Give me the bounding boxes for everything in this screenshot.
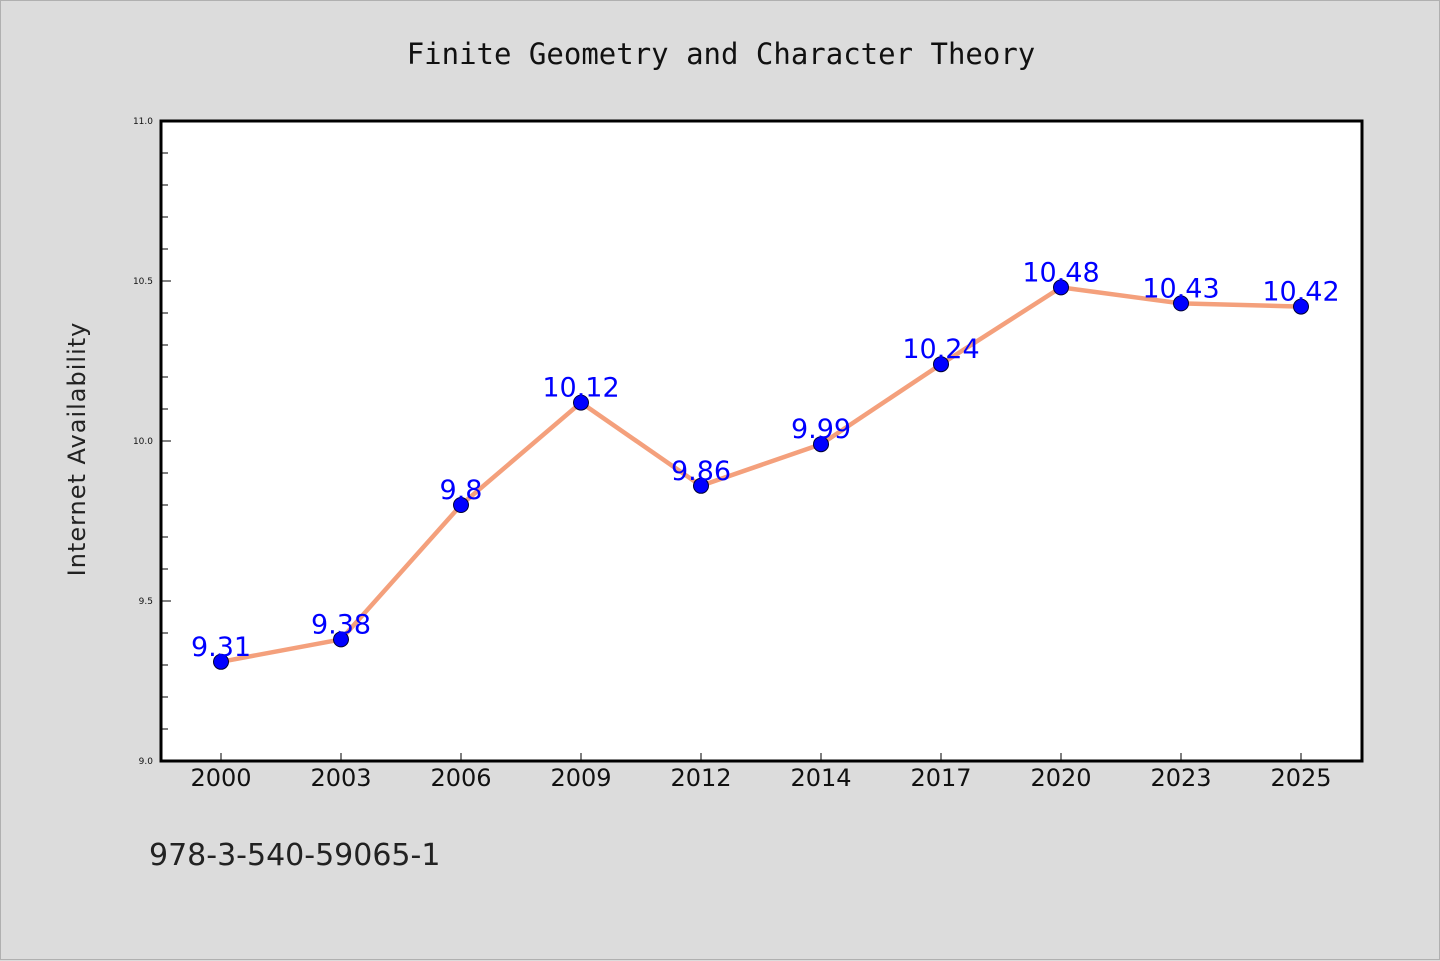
y-tick-label: 11.0 <box>133 117 153 127</box>
x-tick-label: 2006 <box>430 764 491 792</box>
x-tick-label: 2020 <box>1030 764 1091 792</box>
series-line-group: 9.31 9.38 9.8 10.12 9.86 9.99 10.24 10.48 10.43 1… <box>191 257 1340 670</box>
x-tick-label: 2012 <box>670 764 731 792</box>
data-point <box>333 631 349 648</box>
chart-title: Finite Geometry and Character Theory <box>407 37 1036 71</box>
y-tick-label: 10.0 <box>133 437 153 447</box>
data-point <box>573 394 589 411</box>
x-tick-label: 2003 <box>310 764 371 792</box>
data-label: 9.99 <box>791 414 851 445</box>
data-point <box>933 356 949 373</box>
y-tick-label: 9.5 <box>139 597 153 607</box>
data-label: 10.24 <box>902 334 979 365</box>
y-axis-ticks: 9.0 9.5 10.0 10.5 11.0 <box>133 117 171 767</box>
series-line <box>218 285 1304 665</box>
plot-area <box>159 119 1364 763</box>
y-tick-label: 9.0 <box>139 757 154 767</box>
x-axis-ticks: 2000 2003 2006 2009 2012 2014 2017 2020 2023 2025 <box>190 753 1332 792</box>
data-point <box>1173 295 1189 312</box>
data-point <box>1293 298 1309 315</box>
data-label: 10.43 <box>1142 273 1219 304</box>
x-tick-label: 2014 <box>790 764 851 792</box>
x-tick-label: 2009 <box>550 764 611 792</box>
x-tick-label: 2000 <box>190 764 251 792</box>
footnote-text: 978-3-540-59065-1 <box>149 838 440 873</box>
y-axis-label: Internet Availability <box>63 322 91 577</box>
data-label: 10.42 <box>1262 277 1339 308</box>
y-tick-label: 10.5 <box>133 277 153 287</box>
data-point <box>693 477 709 494</box>
data-point <box>453 497 469 513</box>
data-point <box>213 653 229 670</box>
data-point <box>1053 279 1069 296</box>
x-tick-label: 2023 <box>1150 764 1211 792</box>
data-label: 9.8 <box>440 475 483 506</box>
data-label: 9.31 <box>191 632 251 663</box>
data-label: 9.86 <box>671 456 731 487</box>
data-label: 9.38 <box>311 609 371 640</box>
x-tick-label: 2017 <box>910 764 971 792</box>
data-label: 10.12 <box>542 373 619 404</box>
data-label: 10.48 <box>1022 257 1099 288</box>
x-tick-label: 2025 <box>1270 764 1331 792</box>
data-point <box>813 436 829 453</box>
